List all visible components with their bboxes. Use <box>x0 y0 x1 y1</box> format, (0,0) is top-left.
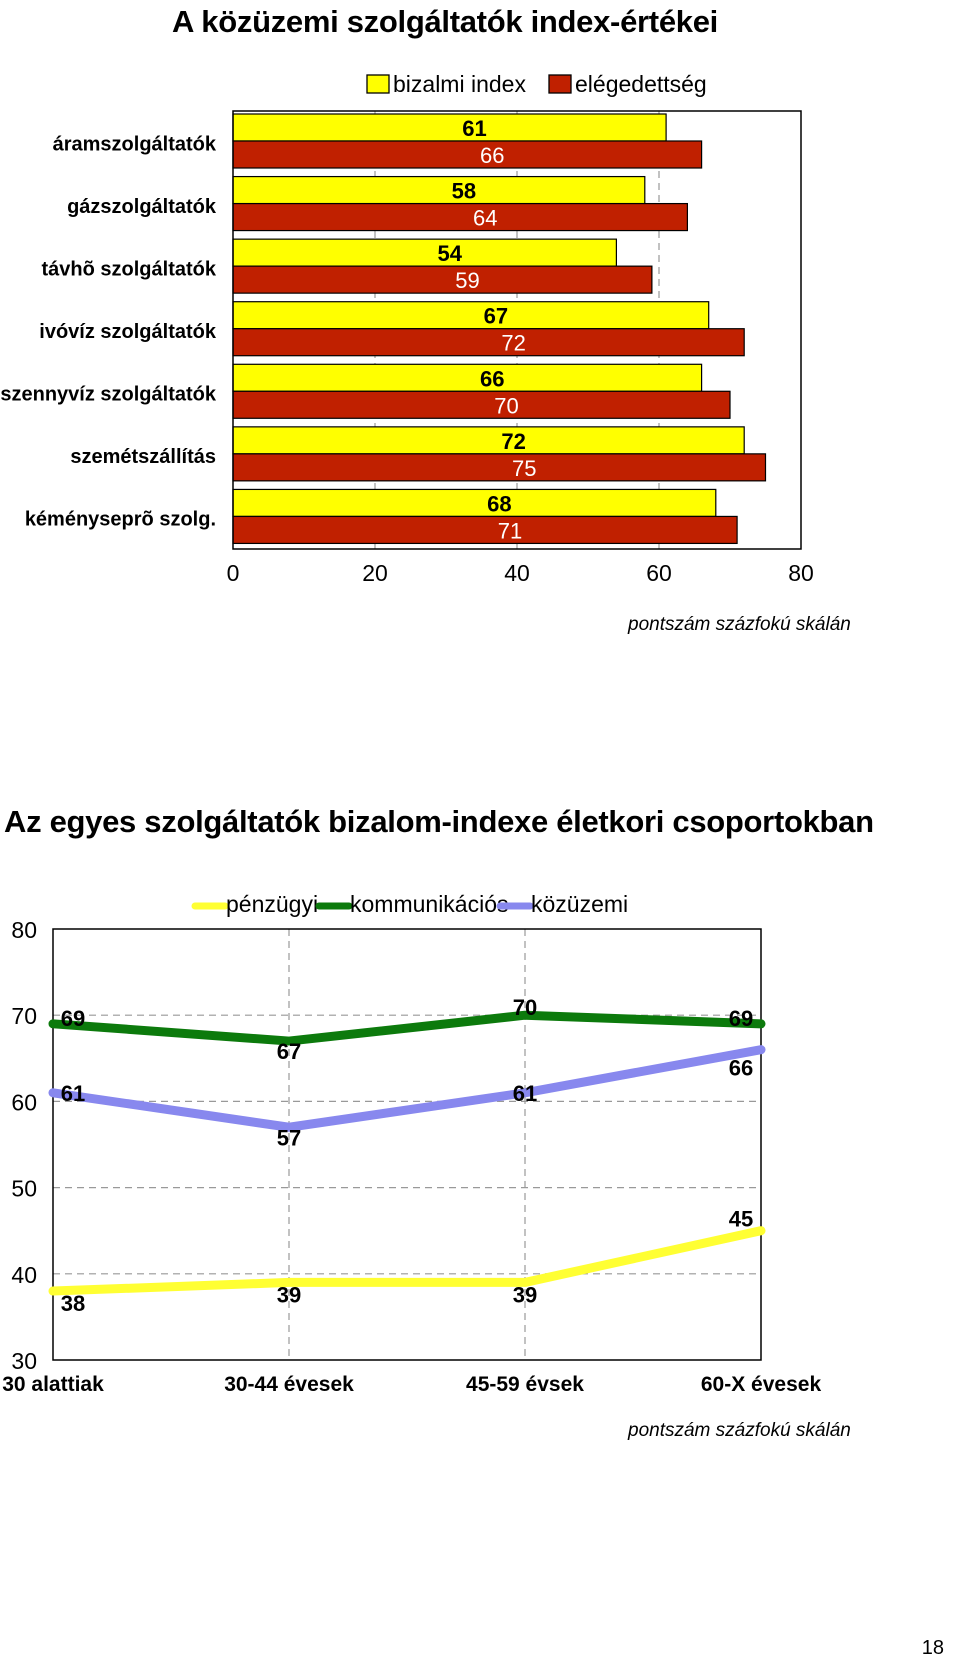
line-value-0-2: 39 <box>513 1282 537 1307</box>
bar-category-label-0: áramszolgáltatók <box>53 133 217 155</box>
bar-category-label-5: szemétszállítás <box>70 446 216 468</box>
bar-4-0 <box>232 363 703 392</box>
page-title: A közüzemi szolgáltatók index-értékei <box>172 4 718 39</box>
line-chart-note: pontszám százfokú skálán <box>628 1420 851 1441</box>
line-value-1-3: 69 <box>729 1006 753 1031</box>
line-value-2-3: 66 <box>729 1056 753 1081</box>
bar-category-label-6: kéményseprõ szolg. <box>25 509 216 531</box>
bar-value-5-1: 75 <box>512 456 536 481</box>
line-category-label-2: 45-59 évsek <box>466 1373 584 1396</box>
line-value-1-1: 67 <box>277 1039 301 1064</box>
bar-category-label-3: ivóvíz szolgáltatók <box>39 321 217 343</box>
bar-tick-label-4: 80 <box>788 560 814 586</box>
page-number: 18 <box>921 1637 944 1659</box>
bar-2-0 <box>232 238 617 267</box>
bar-tick-label-3: 60 <box>646 560 672 586</box>
bar-value-0-0: 61 <box>462 116 486 141</box>
bar-value-5-0: 72 <box>501 429 525 454</box>
bar-legend: bizalmi index elégedettség <box>366 71 707 97</box>
line-tick-label-3: 60 <box>11 1089 37 1115</box>
line-tick-label-1: 40 <box>11 1262 37 1288</box>
section-title: Az egyes szolgáltatók bizalom-indexe éle… <box>4 804 874 839</box>
bar-value-1-1: 64 <box>473 206 497 231</box>
legend-label-1: elégedettség <box>575 71 707 97</box>
line-value-2-2: 61 <box>513 1081 537 1106</box>
bar-value-2-1: 59 <box>455 268 479 293</box>
legend-swatch-0 <box>366 74 390 94</box>
bar-0-1 <box>232 140 703 169</box>
bar-value-3-1: 72 <box>501 331 525 356</box>
bar-chart-note: pontszám százfokú skálán <box>628 614 851 635</box>
line-category-label-1: 30-44 évesek <box>224 1373 354 1396</box>
bar-4-1 <box>232 390 731 419</box>
bar-tick-label-1: 20 <box>362 560 388 586</box>
line-tick-label-2: 50 <box>11 1176 37 1202</box>
bar-2-1 <box>232 265 653 294</box>
bar-value-3-0: 67 <box>484 304 508 329</box>
line-series-1 <box>48 1010 766 1046</box>
line-series-2 <box>48 1045 766 1132</box>
line-value-0-3: 45 <box>729 1207 753 1232</box>
bar-tick-label-2: 40 <box>504 560 530 586</box>
bar-value-1-0: 58 <box>452 179 476 204</box>
bar-tick-label-0: 0 <box>227 560 240 586</box>
line-tick-label-0: 30 <box>11 1348 37 1374</box>
bar-0-0 <box>232 113 667 142</box>
line-value-0-1: 39 <box>277 1282 301 1307</box>
line-tick-label-4: 70 <box>11 1003 37 1029</box>
bar-value-6-1: 71 <box>498 518 522 543</box>
line-legend-label-1: kommunikációs <box>350 891 509 917</box>
legend-label-0: bizalmi index <box>393 71 526 97</box>
line-plot-area <box>52 928 762 1361</box>
line-legend-label-2: közüzemi <box>531 891 628 917</box>
bar-1-1 <box>232 202 688 232</box>
bar-value-2-0: 54 <box>437 241 462 266</box>
legend-swatch-1 <box>548 74 572 94</box>
line-legend-label-0: pénzügyi <box>226 891 318 917</box>
bar-chart: bizalmi index elégedettség6166áramszolgál… <box>0 71 814 586</box>
bar-value-0-1: 66 <box>480 143 504 168</box>
line-value-1-2: 70 <box>513 995 537 1020</box>
bar-6-1 <box>232 515 738 545</box>
bar-6-0 <box>232 488 717 518</box>
line-tick-label-5: 80 <box>11 917 37 943</box>
bar-1-0 <box>232 175 646 205</box>
line-series-0 <box>48 1226 766 1296</box>
bar-plot-area <box>232 110 802 550</box>
bar-category-label-1: gázszolgáltatók <box>67 196 217 218</box>
line-category-label-0: 30 alattiak <box>2 1373 104 1396</box>
bar-category-label-4: szennyvíz szolgáltatók <box>0 384 216 406</box>
line-value-2-1: 57 <box>277 1125 301 1150</box>
line-legend: pénzügyi kommunikációs közüzemi <box>191 891 628 917</box>
line-value-0-0: 38 <box>61 1291 85 1316</box>
line-value-1-0: 69 <box>61 1006 85 1031</box>
bar-5-0 <box>232 426 745 455</box>
line-chart: pénzügyi kommunikációs közüzemi 38 39 39 45 69 6… <box>2 891 822 1396</box>
line-category-label-3: 60-X évesek <box>701 1373 822 1396</box>
bar-3-1 <box>232 328 745 357</box>
bar-value-6-0: 68 <box>487 491 511 516</box>
bar-value-4-1: 70 <box>494 393 518 418</box>
bar-value-4-0: 66 <box>480 366 504 391</box>
bar-5-1 <box>232 453 767 482</box>
line-value-2-0: 61 <box>61 1081 85 1106</box>
bar-category-label-2: távhõ szolgáltatók <box>42 258 217 280</box>
bar-3-0 <box>232 301 710 330</box>
